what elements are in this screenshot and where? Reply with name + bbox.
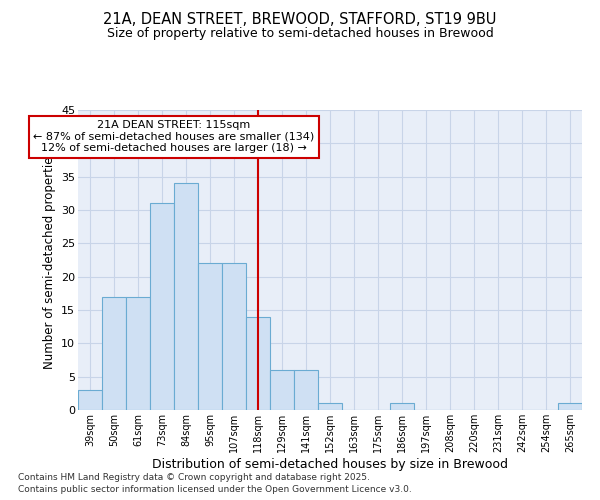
- Bar: [294, 370, 318, 410]
- Bar: [174, 184, 198, 410]
- Bar: [102, 296, 126, 410]
- Bar: [390, 404, 414, 410]
- Text: 21A DEAN STREET: 115sqm
← 87% of semi-detached houses are smaller (134)
12% of s: 21A DEAN STREET: 115sqm ← 87% of semi-de…: [34, 120, 314, 153]
- Y-axis label: Number of semi-detached properties: Number of semi-detached properties: [43, 150, 56, 370]
- Text: Contains HM Land Registry data © Crown copyright and database right 2025.: Contains HM Land Registry data © Crown c…: [18, 472, 370, 482]
- Bar: [198, 264, 222, 410]
- Text: Contains public sector information licensed under the Open Government Licence v3: Contains public sector information licen…: [18, 485, 412, 494]
- Text: 21A, DEAN STREET, BREWOOD, STAFFORD, ST19 9BU: 21A, DEAN STREET, BREWOOD, STAFFORD, ST1…: [103, 12, 497, 28]
- X-axis label: Distribution of semi-detached houses by size in Brewood: Distribution of semi-detached houses by …: [152, 458, 508, 470]
- Bar: [270, 370, 294, 410]
- Bar: [126, 296, 150, 410]
- Bar: [558, 404, 582, 410]
- Bar: [222, 264, 246, 410]
- Bar: [150, 204, 174, 410]
- Bar: [318, 404, 342, 410]
- Bar: [246, 316, 270, 410]
- Text: Size of property relative to semi-detached houses in Brewood: Size of property relative to semi-detach…: [107, 28, 493, 40]
- Bar: [78, 390, 102, 410]
